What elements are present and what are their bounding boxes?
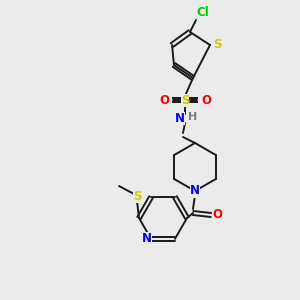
Text: N: N <box>190 184 200 197</box>
Text: S: S <box>133 190 141 202</box>
Text: H: H <box>188 112 198 122</box>
Text: S: S <box>181 94 189 106</box>
Text: N: N <box>175 112 185 124</box>
Text: O: O <box>159 94 169 106</box>
Text: Cl: Cl <box>196 5 209 19</box>
Text: S: S <box>213 38 221 52</box>
Text: O: O <box>201 94 211 106</box>
Text: N: N <box>142 232 152 245</box>
Text: O: O <box>212 208 222 221</box>
